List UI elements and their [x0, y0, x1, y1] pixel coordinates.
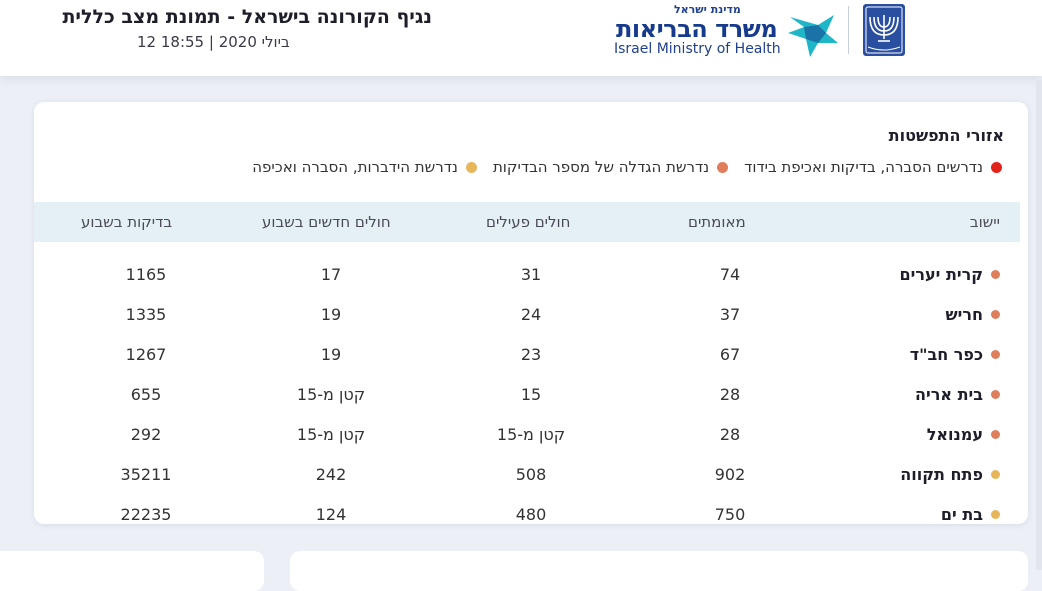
status-dot-icon	[991, 310, 1000, 319]
legend-label: נדרשת הידברות, הסברה ואכיפה	[252, 158, 458, 176]
table-row: בת ים 750 480 124 22235	[34, 495, 1020, 524]
logo-divider	[848, 6, 849, 54]
confirmed-value: 902	[714, 465, 746, 484]
status-dot-icon	[991, 350, 1000, 359]
legend-item-orange: נדרשת הגדלה של מספר הבדיקות	[492, 158, 729, 176]
logo-ministry-text: משרד הבריאות	[616, 15, 778, 43]
active-value: 23	[520, 345, 542, 364]
column-header-city[interactable]: יישוב	[969, 213, 1000, 231]
risk-legend: נדרשים הסברה, בדיקות ואכיפת בידוד נדרשת …	[252, 158, 1002, 176]
header-bar: נגיף הקורונה בישראל - תמונת מצב כללית 12…	[0, 0, 1042, 76]
active-value: 15	[520, 385, 542, 404]
tests-week-value: 35211	[120, 465, 172, 484]
city-name: קרית יערים	[899, 265, 983, 284]
menorah-emblem-icon	[863, 4, 905, 56]
city-cell: כפר חב"ד	[910, 345, 1000, 364]
city-name: בית אריה	[915, 385, 983, 404]
new-week-value: קטן מ-15	[296, 425, 366, 444]
city-name: עמנואל	[926, 425, 983, 444]
areas-card: אזורי התפשטות נדרשים הסברה, בדיקות ואכיפ…	[34, 102, 1028, 524]
page-title: נגיף הקורונה בישראל - תמונת מצב כללית	[62, 6, 432, 28]
logo-english-text: Israel Ministry of Health	[614, 41, 781, 57]
table-row: חריש 37 24 19 1335	[34, 295, 1020, 335]
tests-week-value: 1267	[125, 345, 167, 364]
table-row: פתח תקווה 902 508 242 35211	[34, 455, 1020, 495]
city-name: כפר חב"ד	[909, 345, 983, 364]
status-dot-icon	[991, 470, 1000, 479]
column-header-confirmed[interactable]: מאומתים	[688, 213, 746, 231]
bottom-card-right	[290, 551, 1028, 591]
column-header-new-week[interactable]: חולים חדשים בשבוע	[262, 213, 391, 231]
new-week-value: 19	[320, 305, 342, 324]
city-cell: קרית יערים	[900, 265, 1000, 284]
city-cell: פתח תקווה	[900, 465, 1000, 484]
column-header-tests-week[interactable]: בדיקות בשבוע	[81, 213, 173, 231]
confirmed-value: 74	[719, 265, 741, 284]
tests-week-value: 1165	[125, 265, 167, 284]
active-value: 24	[520, 305, 542, 324]
new-week-value: 17	[320, 265, 342, 284]
areas-title: אזורי התפשטות	[888, 126, 1004, 145]
bottom-card-left	[0, 551, 264, 591]
scrollbar-track[interactable]	[1036, 80, 1042, 570]
active-value: 480	[515, 505, 547, 524]
confirmed-value: 67	[719, 345, 741, 364]
city-cell: בת ים	[941, 505, 1000, 524]
table-header: יישוב מאומתים חולים פעילים חולים חדשים ב…	[34, 202, 1020, 242]
new-week-value: קטן מ-15	[296, 385, 366, 404]
active-value: 31	[520, 265, 542, 284]
red-dot-icon	[991, 161, 1002, 173]
table-row: עמנואל 28 קטן מ-15 קטן מ-15 292	[34, 415, 1020, 455]
status-dot-icon	[991, 430, 1000, 439]
city-name: פתח תקווה	[900, 465, 983, 484]
table-row: בית אריה 28 15 קטן מ-15 655	[34, 375, 1020, 415]
new-week-value: 124	[315, 505, 347, 524]
confirmed-value: 37	[719, 305, 741, 324]
legend-label: נדרשים הסברה, בדיקות ואכיפת בידוד	[744, 158, 983, 176]
table-row: כפר חב"ד 67 23 19 1267	[34, 335, 1020, 375]
yellow-dot-icon	[465, 161, 477, 173]
new-week-value: 242	[315, 465, 347, 484]
city-name: בת ים	[940, 505, 983, 524]
status-dot-icon	[991, 510, 1000, 519]
orange-dot-icon	[717, 161, 729, 173]
tests-week-value: 292	[130, 425, 162, 444]
ministry-of-health-logo: מדינת ישראל משרד הבריאות Israel Ministry…	[614, 3, 844, 63]
legend-item-yellow: נדרשת הידברות, הסברה ואכיפה	[252, 158, 477, 176]
star-logo-icon	[788, 15, 838, 57]
column-header-active[interactable]: חולים פעילים	[486, 213, 571, 231]
active-value: 508	[515, 465, 547, 484]
tests-week-value: 655	[130, 385, 162, 404]
legend-item-red: נדרשים הסברה, בדיקות ואכיפת בידוד	[744, 158, 1002, 176]
active-value: קטן מ-15	[496, 425, 566, 444]
status-dot-icon	[991, 270, 1000, 279]
city-cell: בית אריה	[915, 385, 1000, 404]
city-cell: חריש	[946, 305, 1000, 324]
status-dot-icon	[991, 390, 1000, 399]
city-name: חריש	[945, 305, 983, 324]
tests-week-value: 22235	[120, 505, 172, 524]
table-row: קרית יערים 74 31 17 1165	[34, 255, 1020, 295]
city-cell: עמנואל	[927, 425, 1000, 444]
confirmed-value: 750	[714, 505, 746, 524]
update-timestamp: 12 ביולי 2020 | 18:55	[137, 33, 290, 51]
logo-state-text: מדינת ישראל	[674, 3, 741, 16]
confirmed-value: 28	[719, 425, 741, 444]
tests-week-value: 1335	[125, 305, 167, 324]
legend-label: נדרשת הגדלה של מספר הבדיקות	[492, 158, 710, 176]
new-week-value: 19	[320, 345, 342, 364]
confirmed-value: 28	[719, 385, 741, 404]
